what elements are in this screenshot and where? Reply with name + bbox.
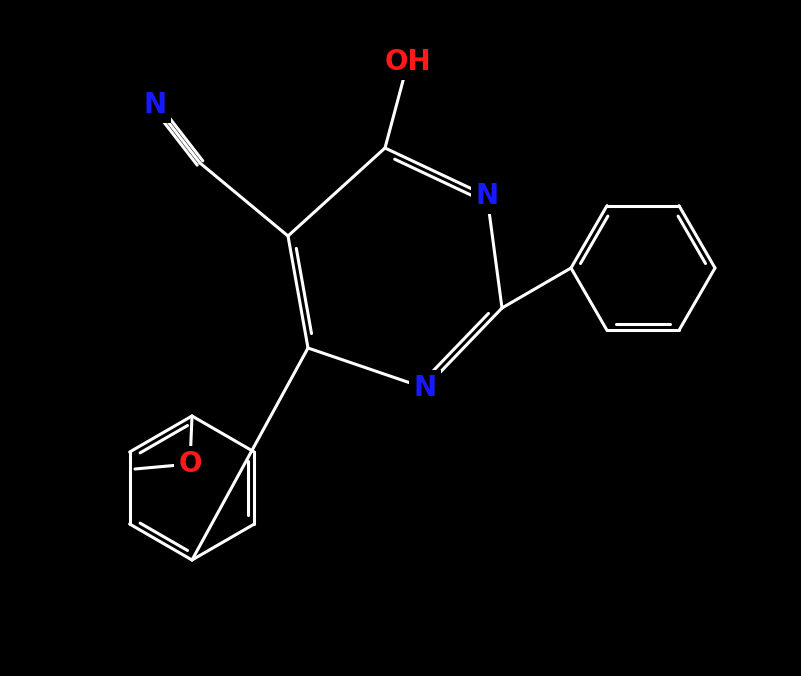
Text: N: N bbox=[476, 182, 498, 210]
Text: N: N bbox=[143, 91, 167, 119]
Text: OH: OH bbox=[384, 48, 431, 76]
Text: O: O bbox=[179, 450, 202, 478]
Text: N: N bbox=[413, 374, 437, 402]
